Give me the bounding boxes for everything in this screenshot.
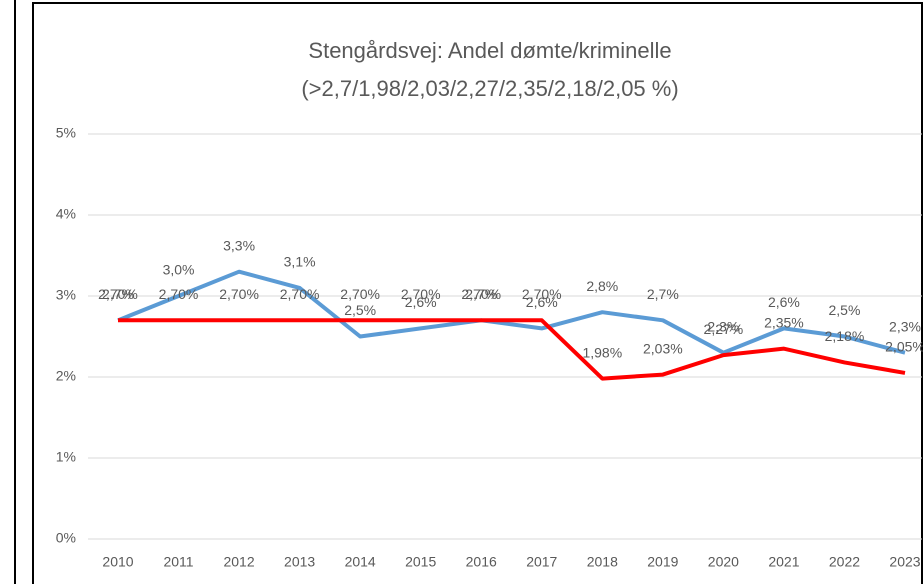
data-label: 2,70% [522, 286, 562, 302]
x-tick-label: 2015 [405, 554, 436, 570]
data-label: 2,70% [219, 286, 259, 302]
data-label: 2,7% [647, 286, 679, 302]
chart-title: Stengårdsvej: Andel dømte/kriminelle [308, 38, 671, 63]
y-tick-label: 3% [56, 287, 76, 303]
data-label: 2,70% [401, 286, 441, 302]
data-label: 2,7% [102, 286, 134, 302]
series-line [117, 269, 906, 355]
x-tick-label: 2023 [889, 554, 920, 570]
data-label: 2,70% [98, 286, 138, 302]
x-tick-label: 2020 [708, 554, 739, 570]
data-label: 2,18% [825, 328, 865, 344]
data-label: 2,70% [461, 286, 501, 302]
chart-subtitle: (>2,7/1,98/2,03/2,27/2,35/2,18/2,05 %) [301, 76, 678, 101]
data-label: 2,6% [768, 294, 800, 310]
data-label: 2,5% [829, 302, 861, 318]
x-tick-label: 2012 [223, 554, 254, 570]
x-tick-label: 2018 [587, 554, 618, 570]
x-tick-label: 2016 [466, 554, 497, 570]
data-label: 2,27% [704, 321, 744, 337]
x-tick-label: 2017 [526, 554, 557, 570]
data-label: 2,03% [643, 340, 683, 356]
x-tick-label: 2022 [829, 554, 860, 570]
y-tick-label: 5% [56, 125, 76, 141]
data-label: 1,98% [582, 344, 622, 360]
data-label: 3,0% [163, 262, 195, 278]
data-label: 2,7% [465, 286, 497, 302]
data-label: 2,70% [159, 286, 199, 302]
data-label: 2,70% [340, 286, 380, 302]
data-label: 2,35% [764, 314, 804, 330]
data-label: 2,70% [280, 286, 320, 302]
data-label: 3,1% [284, 254, 316, 270]
data-label: 2,8% [586, 278, 618, 294]
data-label: 2,05% [885, 339, 923, 355]
y-tick-label: 4% [56, 206, 76, 222]
data-label: 2,6% [526, 294, 558, 310]
chart-border [32, 2, 923, 584]
x-tick-label: 2014 [345, 554, 376, 570]
x-tick-label: 2013 [284, 554, 315, 570]
y-tick-label: 1% [56, 449, 76, 465]
x-tick-label: 2011 [163, 554, 193, 570]
data-label: 3,3% [223, 237, 255, 253]
x-tick-label: 2019 [647, 554, 678, 570]
data-label: 2,5% [344, 302, 376, 318]
x-tick-label: 2021 [768, 554, 799, 570]
data-label: 2,3% [707, 318, 739, 334]
y-tick-label: 0% [56, 530, 76, 546]
x-tick-label: 2010 [102, 554, 133, 570]
series-line [118, 318, 906, 381]
data-label: 2,6% [405, 294, 437, 310]
y-tick-label: 2% [56, 368, 76, 384]
data-label: 2,3% [889, 318, 921, 334]
